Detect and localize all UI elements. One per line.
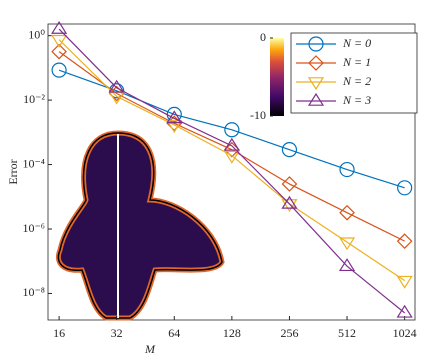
colorbar-tick-label: 0 xyxy=(260,30,266,44)
marker xyxy=(223,137,240,151)
x-tick-label: 1024 xyxy=(393,326,417,340)
marker xyxy=(51,20,68,34)
x-tick-label: 128 xyxy=(223,326,241,340)
marker xyxy=(339,204,355,221)
marker xyxy=(396,275,413,289)
marker xyxy=(223,150,240,164)
marker xyxy=(51,62,67,78)
y-tick-label: 10⁻⁴ xyxy=(22,156,45,170)
marker xyxy=(396,233,413,249)
y-tick-label: 10⁰ xyxy=(28,27,45,41)
marker xyxy=(224,122,240,138)
legend-label: N = 0 xyxy=(342,36,371,50)
legend-label: N = 1 xyxy=(342,55,371,69)
marker xyxy=(339,161,355,178)
marker xyxy=(51,34,68,48)
series-line xyxy=(58,39,405,282)
y-axis-label: Error xyxy=(6,159,20,184)
y-tick-label: 10⁻² xyxy=(23,92,45,106)
x-axis-label: M xyxy=(144,342,156,356)
colorbar-tick-label: -10 xyxy=(250,108,266,122)
marker xyxy=(281,176,298,192)
x-tick-label: 16 xyxy=(53,326,65,340)
legend-marker xyxy=(308,55,324,71)
inset-shape xyxy=(56,130,225,321)
marker xyxy=(166,110,183,124)
series-line xyxy=(58,28,406,314)
marker xyxy=(108,79,125,93)
marker xyxy=(396,304,413,318)
series-line xyxy=(58,69,405,189)
marker xyxy=(338,258,356,272)
marker xyxy=(281,195,298,209)
marker xyxy=(397,180,413,196)
x-tick-label: 32 xyxy=(111,326,123,340)
marker xyxy=(281,199,298,213)
y-tick-label: 10⁻⁸ xyxy=(22,285,45,299)
legend-marker xyxy=(308,36,324,52)
legend-label: N = 3 xyxy=(342,93,371,107)
legend-marker xyxy=(307,77,325,91)
x-tick-label: 64 xyxy=(168,326,180,340)
colorbar xyxy=(270,38,284,116)
legend-label: N = 2 xyxy=(342,74,371,88)
marker xyxy=(109,83,125,99)
x-tick-label: 512 xyxy=(338,326,356,340)
x-tick-label: 256 xyxy=(280,326,298,340)
marker xyxy=(51,43,67,60)
marker xyxy=(338,237,356,251)
legend-marker xyxy=(307,92,325,106)
y-tick-label: 10⁻⁶ xyxy=(22,221,45,235)
marker xyxy=(281,142,298,158)
marker xyxy=(166,120,183,134)
